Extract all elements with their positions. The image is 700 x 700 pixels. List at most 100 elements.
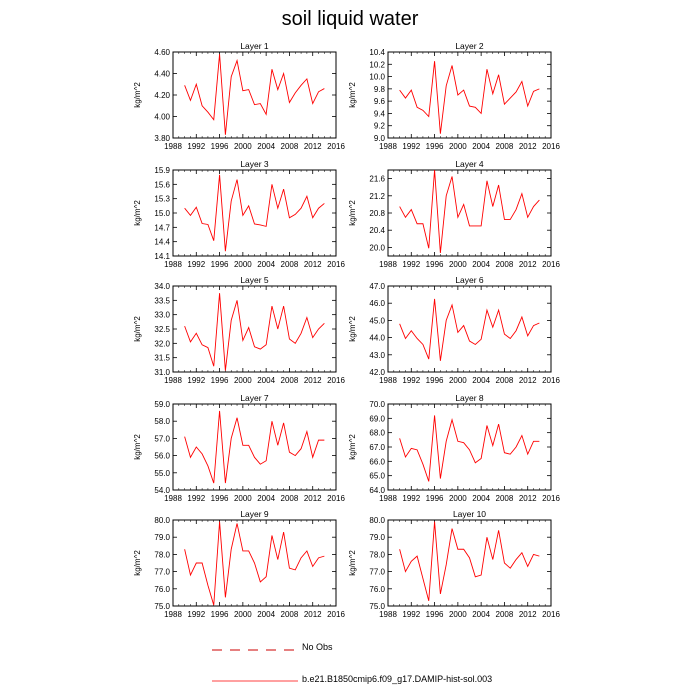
x-tick-label: 2012	[304, 494, 322, 503]
x-tick-label: 2004	[257, 376, 275, 385]
x-tick-label: 2000	[449, 494, 467, 503]
y-axis-label: kg/m^2	[348, 200, 357, 226]
y-tick-label: 66.0	[369, 457, 385, 466]
y-axis-label: kg/m^2	[348, 550, 357, 576]
x-tick-label: 2016	[327, 494, 345, 503]
y-tick-label: 77.0	[369, 568, 385, 577]
x-tick-label: 1992	[187, 142, 205, 151]
x-tick-label: 2012	[519, 494, 537, 503]
series-line	[184, 410, 325, 484]
y-tick-label: 31.0	[154, 368, 170, 377]
y-tick-label: 4.20	[154, 91, 170, 100]
y-tick-label: 76.0	[154, 585, 170, 594]
x-tick-label: 1988	[164, 142, 182, 151]
y-tick-label: 9.8	[374, 85, 386, 94]
x-tick-label: 1988	[379, 142, 397, 151]
y-tick-label: 76.0	[369, 585, 385, 594]
series-line	[399, 61, 540, 134]
x-tick-label: 1992	[402, 142, 420, 151]
plot-frame	[387, 403, 552, 491]
y-tick-label: 20.8	[369, 209, 385, 218]
y-tick-label: 77.0	[154, 568, 170, 577]
x-tick-label: 2012	[304, 142, 322, 151]
y-tick-label: 15.3	[154, 195, 170, 204]
series-line	[399, 298, 540, 361]
legend-no-obs-label: No Obs	[302, 642, 333, 652]
y-axis-label: kg/m^2	[348, 434, 357, 460]
x-tick-label: 2004	[472, 260, 490, 269]
y-tick-label: 14.1	[154, 252, 170, 261]
x-tick-label: 1992	[187, 494, 205, 503]
x-tick-label: 2008	[281, 494, 299, 503]
x-tick-label: 2000	[449, 376, 467, 385]
y-tick-label: 45.0	[369, 316, 385, 325]
panel-title: Layer 1	[240, 41, 269, 51]
y-tick-label: 31.5	[154, 354, 170, 363]
y-tick-label: 68.0	[369, 429, 385, 438]
y-tick-label: 59.0	[154, 400, 170, 409]
y-tick-label: 79.0	[369, 533, 385, 542]
y-tick-label: 33.0	[154, 311, 170, 320]
x-tick-label: 1996	[211, 494, 229, 503]
x-tick-label: 2008	[281, 376, 299, 385]
y-tick-label: 33.5	[154, 296, 170, 305]
panel-5: Layer 5 kg/m^2 1988 1992 1996 2000 2004 2008 201…	[133, 275, 345, 385]
y-tick-label: 10.0	[369, 73, 385, 82]
x-tick-label: 2008	[281, 260, 299, 269]
y-tick-label: 69.0	[369, 414, 385, 423]
y-tick-label: 79.0	[154, 533, 170, 542]
x-tick-label: 2012	[519, 376, 537, 385]
x-tick-label: 1988	[164, 376, 182, 385]
panel-2: Layer 2 kg/m^2 1988 1992 1996 2000 2004 2008 201…	[348, 41, 560, 151]
x-tick-label: 2012	[304, 376, 322, 385]
x-tick-label: 1988	[379, 494, 397, 503]
y-tick-label: 44.0	[369, 334, 385, 343]
x-tick-label: 1988	[379, 260, 397, 269]
legend-model-label: b.e21.B1850cmip6.f09_g17.DAMIP-hist-sol.…	[302, 674, 493, 684]
x-tick-label: 2008	[281, 610, 299, 619]
x-tick-label: 2016	[327, 610, 345, 619]
y-tick-label: 21.6	[369, 175, 385, 184]
y-tick-label: 80.0	[369, 516, 385, 525]
y-tick-label: 15.6	[154, 180, 170, 189]
plot-frame	[387, 51, 552, 139]
x-tick-label: 2000	[449, 610, 467, 619]
y-tick-label: 20.0	[369, 243, 385, 252]
x-tick-label: 2008	[496, 260, 514, 269]
panel-title: Layer 6	[455, 275, 484, 285]
y-tick-label: 14.4	[154, 238, 170, 247]
legend-model-line	[212, 680, 298, 682]
x-tick-label: 1996	[211, 376, 229, 385]
x-tick-label: 2016	[327, 376, 345, 385]
y-tick-label: 78.0	[369, 550, 385, 559]
y-tick-label: 78.0	[154, 550, 170, 559]
x-tick-label: 2012	[519, 610, 537, 619]
panel-title: Layer 4	[455, 159, 484, 169]
y-tick-label: 4.60	[154, 48, 170, 57]
y-tick-label: 21.2	[369, 192, 385, 201]
x-tick-label: 1988	[164, 610, 182, 619]
y-axis-label: kg/m^2	[133, 550, 142, 576]
y-tick-label: 56.0	[154, 452, 170, 461]
plot-frame	[387, 285, 552, 373]
x-tick-label: 2012	[304, 610, 322, 619]
x-tick-label: 1996	[211, 142, 229, 151]
x-tick-label: 1996	[426, 610, 444, 619]
x-tick-label: 2016	[327, 142, 345, 151]
x-tick-label: 2000	[234, 376, 252, 385]
y-tick-label: 43.0	[369, 351, 385, 360]
y-tick-label: 54.0	[154, 486, 170, 495]
panel-title: Layer 8	[455, 393, 484, 403]
x-tick-label: 2008	[496, 610, 514, 619]
x-tick-label: 2016	[542, 376, 560, 385]
y-tick-label: 9.0	[374, 134, 386, 143]
y-tick-label: 15.0	[154, 209, 170, 218]
x-tick-label: 2000	[449, 260, 467, 269]
x-tick-label: 1992	[187, 376, 205, 385]
x-tick-label: 1988	[164, 260, 182, 269]
series-line	[184, 521, 325, 606]
y-tick-label: 32.5	[154, 325, 170, 334]
x-tick-label: 1988	[379, 376, 397, 385]
x-tick-label: 1996	[426, 376, 444, 385]
x-tick-label: 2016	[542, 494, 560, 503]
